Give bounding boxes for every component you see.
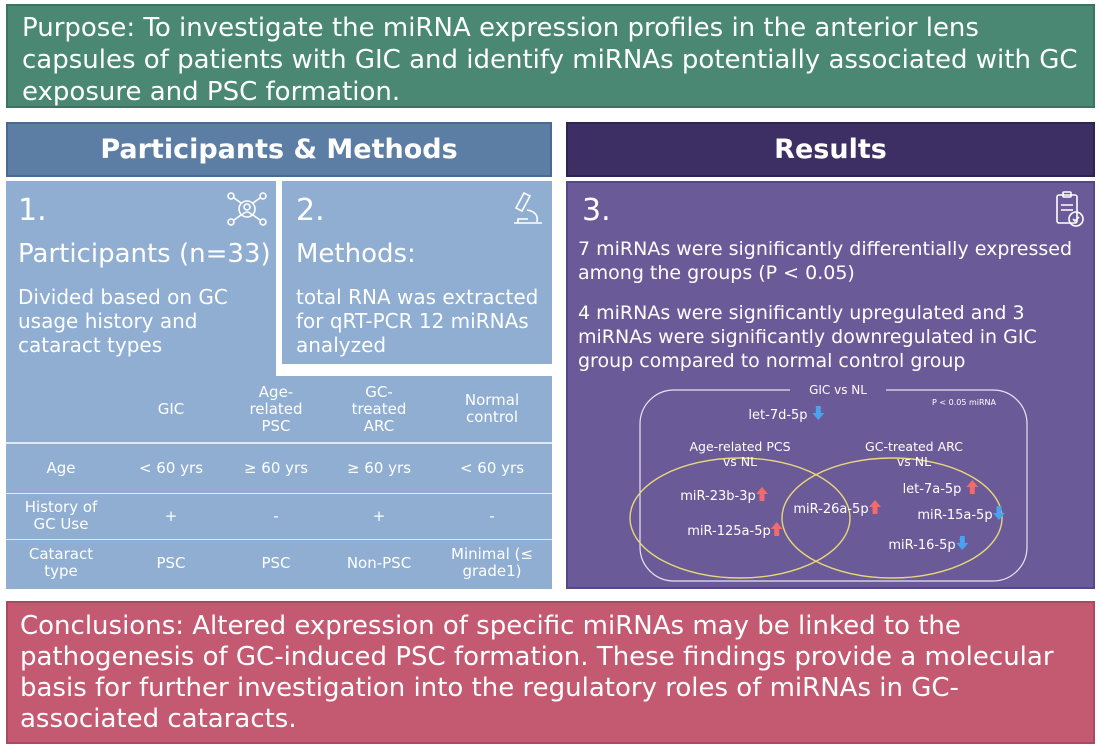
venn-mirna-label: miR-125a-5p <box>687 524 770 539</box>
venn-mirna-label: miR-23b-3p <box>680 489 755 504</box>
purpose-box: Purpose: To investigate the miRNA expres… <box>6 4 1095 108</box>
table-header-cell: GIC <box>116 376 226 444</box>
table-row-label: History of GC Use <box>6 493 116 540</box>
venn-right-label: vs NL <box>897 454 931 469</box>
methods-panel: 2. Methods: total RNA was extracted for … <box>282 181 552 364</box>
arrow-down-icon <box>956 536 969 550</box>
venn-left-circle <box>629 457 851 579</box>
venn-mirna-label: let-7d-5p <box>748 408 807 423</box>
table-cell: PSC <box>156 554 186 573</box>
table-header-cell: GC-treated ARC <box>326 376 432 444</box>
table-row: History of GC Use + - + - <box>6 493 552 540</box>
venn-mirna-label: miR-15a-5p <box>917 508 992 523</box>
table-cell: ≥ 60 yrs <box>326 443 432 494</box>
venn-items: let-7d-5p miR-23b-3p miR-125a-5p miR-26a-5p… <box>680 406 1005 553</box>
venn-mirna-label: let-7a-5p <box>903 482 962 497</box>
arrow-up-icon <box>869 500 881 514</box>
participants-table-box: GIC Age-related PSC GC-treated ARC Norma… <box>6 376 552 589</box>
table-row-label: Age <box>6 443 116 494</box>
arrow-down-icon <box>993 506 1005 520</box>
table-cell: - <box>226 493 326 540</box>
panel-title: Participants (n=33) <box>18 239 271 269</box>
results-header: Results <box>566 122 1095 177</box>
arrow-down-icon <box>812 406 825 420</box>
table-cell: + <box>116 493 226 540</box>
venn-left-label: vs NL <box>723 454 757 469</box>
finding-2: 4 miRNAs were significantly upregulated … <box>578 302 1037 372</box>
table-row: Cataract type PSC PSC Non-PSC Minimal (≤… <box>6 539 552 587</box>
people-network-icon <box>224 189 270 229</box>
arrow-up-icon <box>966 480 979 494</box>
venn-left-label: Age-related PCS <box>689 439 790 454</box>
table-row: Age < 60 yrs ≥ 60 yrs ≥ 60 yrs < 60 yrs <box>6 443 552 494</box>
arrow-up-icon <box>770 522 783 536</box>
conclusions-text: Conclusions: Altered expression of speci… <box>20 611 1054 734</box>
table-cell: Non-PSC <box>346 554 412 573</box>
venn-mirna-label: miR-16-5p <box>888 538 955 553</box>
table-cell: < 60 yrs <box>432 443 552 494</box>
purpose-text: Purpose: To investigate the miRNA expres… <box>22 13 1078 107</box>
panel-body: Divided based on GC usage history and ca… <box>18 285 228 357</box>
table-row-label: Cataract type <box>28 545 94 581</box>
panel-number: 2. <box>296 193 325 228</box>
table-header-cell: Normal control <box>432 376 552 444</box>
venn-diagram: GIC vs NL P < 0.05 miRNA Age-related PCS… <box>629 382 1028 582</box>
microscope-icon <box>510 189 546 227</box>
finding-1: 7 miRNAs were significantly differential… <box>578 238 1073 284</box>
venn-right-circle <box>781 457 1003 579</box>
table-header-row: GIC Age-related PSC GC-treated ARC Norma… <box>6 376 552 444</box>
arrow-up-icon <box>756 487 768 501</box>
table-cell: Minimal (≤ grade1) <box>451 545 533 581</box>
table-header-cell <box>6 376 116 444</box>
conclusions-box: Conclusions: Altered expression of speci… <box>6 601 1095 744</box>
clipboard-icon <box>1054 189 1086 229</box>
panel-title: Methods: <box>296 239 416 269</box>
venn-right-label: GC-treated ARC <box>865 439 963 454</box>
participants-table: GIC Age-related PSC GC-treated ARC Norma… <box>6 376 552 587</box>
venn-p-note: P < 0.05 miRNA <box>932 398 997 407</box>
results-number: 3. <box>582 193 611 228</box>
venn-outer-label: GIC vs NL <box>809 383 867 397</box>
results-panel: 3. 7 miRNAs were significantly different… <box>566 181 1095 589</box>
venn-outer-label-bg <box>790 382 886 398</box>
panel-number: 1. <box>18 193 47 228</box>
table-cell: + <box>326 493 432 540</box>
panel-body: total RNA was extracted for qRT-PCR 12 m… <box>296 285 539 357</box>
participants-methods-header: Participants & Methods <box>6 122 552 177</box>
venn-mirna-label: miR-26a-5p <box>793 502 868 517</box>
table-header-cell: Age-related PSC <box>226 376 326 444</box>
table-cell: < 60 yrs <box>116 443 226 494</box>
table-cell: PSC <box>261 554 291 573</box>
table-cell: ≥ 60 yrs <box>226 443 326 494</box>
participants-panel: 1. Participants (n=33) Divided based on … <box>6 181 276 376</box>
table-cell: - <box>432 493 552 540</box>
